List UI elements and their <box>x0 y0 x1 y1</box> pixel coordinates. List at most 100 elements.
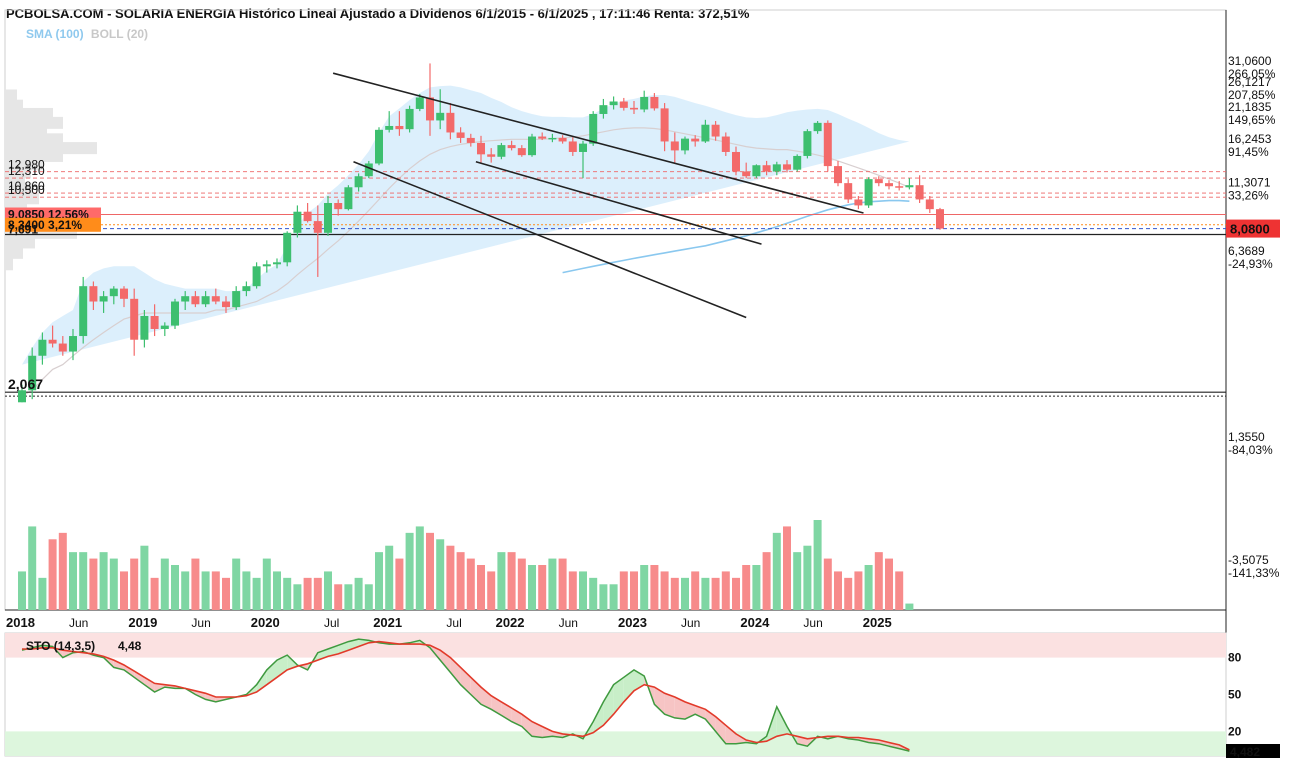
candle[interactable] <box>99 291 108 313</box>
volume-bar <box>385 545 394 610</box>
candle[interactable] <box>691 135 700 147</box>
candle[interactable] <box>803 129 812 159</box>
candle[interactable] <box>762 160 771 176</box>
candle[interactable] <box>48 325 57 348</box>
candle[interactable] <box>711 121 720 141</box>
candle[interactable] <box>58 336 67 356</box>
candle[interactable] <box>915 175 924 204</box>
candle[interactable] <box>619 97 628 111</box>
candle[interactable] <box>150 304 159 337</box>
candle[interactable] <box>293 205 302 238</box>
candle[interactable] <box>538 132 547 141</box>
boll-legend-label[interactable]: BOLL (20) <box>90 27 149 41</box>
candle[interactable] <box>466 133 475 147</box>
candle[interactable] <box>487 148 496 163</box>
candle[interactable] <box>140 309 149 348</box>
candle[interactable] <box>344 185 353 211</box>
candle[interactable] <box>89 281 98 310</box>
candle[interactable] <box>721 132 730 156</box>
candle[interactable] <box>232 286 241 310</box>
candle[interactable] <box>905 178 914 190</box>
candle[interactable] <box>742 162 751 179</box>
candle[interactable] <box>783 160 791 173</box>
candle[interactable] <box>854 196 863 210</box>
candle[interactable] <box>558 135 567 144</box>
candle[interactable] <box>283 231 292 267</box>
candle[interactable] <box>324 196 332 236</box>
candle[interactable] <box>375 127 383 166</box>
candle[interactable] <box>834 160 842 187</box>
candle[interactable] <box>446 103 455 140</box>
candle[interactable] <box>670 132 679 163</box>
candle[interactable] <box>303 203 312 223</box>
candle[interactable] <box>864 177 873 208</box>
candle[interactable] <box>895 181 904 191</box>
candle[interactable] <box>589 111 598 146</box>
candle[interactable] <box>38 332 47 365</box>
candle[interactable] <box>405 105 414 133</box>
candle[interactable] <box>130 288 139 356</box>
candle[interactable] <box>528 133 536 157</box>
candle[interactable] <box>701 119 710 143</box>
candle[interactable] <box>211 288 220 305</box>
candle[interactable] <box>793 154 802 172</box>
candle[interactable] <box>273 258 281 269</box>
candle[interactable] <box>732 146 740 176</box>
candle[interactable] <box>681 136 689 155</box>
candle[interactable] <box>171 298 179 329</box>
candle[interactable] <box>395 111 404 136</box>
candle[interactable] <box>79 276 88 344</box>
candle[interactable] <box>497 142 506 160</box>
candle[interactable] <box>874 176 883 187</box>
candle[interactable] <box>772 161 781 176</box>
candle[interactable] <box>426 63 434 136</box>
candle[interactable] <box>609 96 618 110</box>
candle[interactable] <box>823 120 832 172</box>
candle[interactable] <box>120 286 128 308</box>
candle[interactable] <box>252 262 261 289</box>
candle[interactable] <box>599 98 608 119</box>
candle[interactable] <box>517 145 526 157</box>
candle[interactable] <box>18 384 26 403</box>
candle[interactable] <box>313 205 322 277</box>
candle[interactable] <box>109 286 118 305</box>
trendline[interactable] <box>475 161 762 245</box>
candle[interactable] <box>925 196 934 214</box>
trendline[interactable] <box>353 161 747 319</box>
candle[interactable] <box>242 281 251 297</box>
candle[interactable] <box>262 260 271 273</box>
candle[interactable] <box>844 179 853 204</box>
candle[interactable] <box>936 207 944 230</box>
candle[interactable] <box>191 291 200 308</box>
candle[interactable] <box>181 291 190 310</box>
candle[interactable] <box>548 133 557 143</box>
candle[interactable] <box>507 140 516 151</box>
candle[interactable] <box>568 137 577 156</box>
candle[interactable] <box>579 140 587 179</box>
candle[interactable] <box>222 296 230 313</box>
trendline[interactable] <box>332 72 864 214</box>
candle[interactable] <box>456 127 465 143</box>
candle[interactable] <box>630 100 638 114</box>
candle[interactable] <box>28 347 37 400</box>
candle[interactable] <box>640 90 649 113</box>
candle[interactable] <box>69 328 77 361</box>
volume-bar <box>324 571 332 610</box>
candle[interactable] <box>885 180 893 190</box>
candle-body <box>568 141 577 152</box>
candle[interactable] <box>334 199 343 216</box>
candle[interactable] <box>354 173 363 192</box>
candle[interactable] <box>201 291 210 308</box>
volume-bar <box>538 565 547 610</box>
candle[interactable] <box>385 111 394 133</box>
candle[interactable] <box>752 164 761 179</box>
candle[interactable] <box>436 89 445 130</box>
candle[interactable] <box>477 135 485 163</box>
candle[interactable] <box>160 322 169 337</box>
candle[interactable] <box>660 103 669 152</box>
candle[interactable] <box>364 160 373 179</box>
candle[interactable] <box>813 121 822 134</box>
candle[interactable] <box>650 93 659 111</box>
sma-legend-label[interactable]: SMA (100) <box>26 27 84 41</box>
